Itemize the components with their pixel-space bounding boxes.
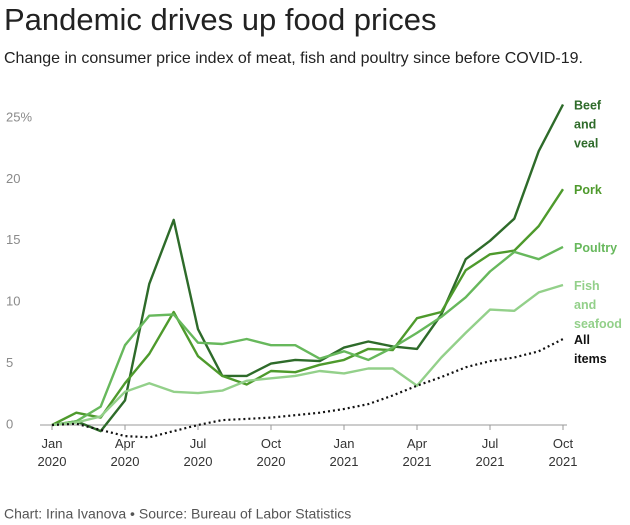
y-tick-label: 10: [6, 294, 20, 309]
source-note: Chart: Irina Ivanova • Source: Bureau of…: [4, 506, 351, 522]
series-line: [51, 338, 564, 439]
chart-subtitle: Change in consumer price index of meat, …: [4, 50, 583, 67]
y-tick-label: 20: [6, 171, 20, 186]
x-tick-label: Jul 2020: [184, 436, 213, 469]
series-label: Fish and seafood: [574, 279, 622, 331]
series-line: [51, 245, 564, 427]
x-tick-label: Oct 2020: [257, 436, 286, 469]
subtitle-box: Change in consumer price index of meat, …: [4, 50, 583, 67]
y-tick-label: 25%: [6, 109, 32, 124]
chart-title: Pandemic drives up food prices: [4, 2, 437, 37]
x-tick-label: Apr 2020: [111, 436, 140, 469]
series-line: [51, 188, 565, 427]
x-tick-label: Jan 2021: [330, 436, 359, 469]
series-label: Poultry: [574, 241, 617, 255]
y-tick-label: 5: [6, 355, 13, 370]
x-tick-label: Apr 2021: [403, 436, 432, 469]
series-label: Pork: [574, 184, 602, 198]
series-line: [51, 283, 564, 427]
y-tick-label: 0: [6, 416, 13, 431]
series-label: All items: [574, 333, 607, 366]
x-tick-label: Jul 2021: [476, 436, 505, 469]
x-tick-label: Jan 2020: [38, 436, 67, 469]
x-tick-label: Oct 2021: [549, 436, 578, 469]
series-line: [51, 103, 565, 433]
series-label: Beef and veal: [574, 99, 602, 151]
y-tick-label: 15: [6, 232, 20, 247]
